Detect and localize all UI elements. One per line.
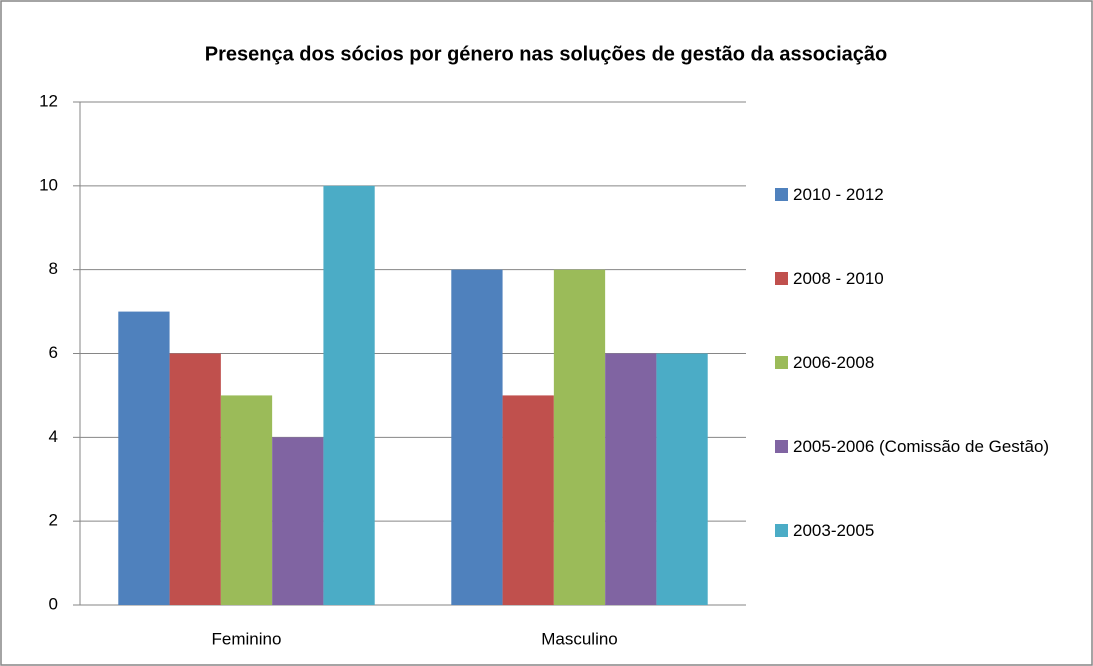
- bar: [502, 395, 554, 605]
- x-tick-label: Masculino: [541, 629, 618, 648]
- legend-swatch: [775, 356, 788, 369]
- bar: [169, 353, 221, 605]
- y-tick-label: 12: [39, 91, 58, 110]
- bar: [451, 269, 503, 605]
- legend-label: 2008 - 2010: [793, 269, 884, 288]
- chart-title: Presença dos sócios por género nas soluç…: [205, 43, 888, 65]
- legend-item: 2010 - 2012: [775, 181, 1075, 209]
- legend-label: 2006-2008: [793, 353, 875, 372]
- y-tick-label: 6: [49, 343, 58, 362]
- y-tick-label: 10: [39, 175, 58, 194]
- bar: [323, 185, 375, 606]
- y-tick-label: 2: [49, 511, 58, 530]
- y-tick-label: 8: [49, 259, 58, 278]
- bar: [272, 437, 324, 605]
- legend-swatch: [775, 272, 788, 285]
- y-tick-label: 0: [49, 594, 58, 613]
- x-tick-label: Feminino: [212, 629, 282, 648]
- legend-item: 2005-2006 (Comissão de Gestão): [775, 433, 1075, 461]
- legend-swatch: [775, 188, 788, 201]
- legend-swatch: [775, 524, 788, 537]
- legend-swatch: [775, 440, 788, 453]
- legend-label: 2003-2005: [793, 521, 875, 540]
- bar: [553, 269, 606, 605]
- bar: [118, 311, 170, 605]
- y-tick-label: 4: [49, 427, 58, 446]
- bar: [656, 353, 708, 605]
- legend-item: 2006-2008: [775, 349, 1075, 377]
- bar: [220, 395, 273, 605]
- legend-label: 2005-2006 (Comissão de Gestão): [793, 437, 1050, 456]
- legend-label: 2010 - 2012: [793, 185, 884, 204]
- legend-item: 2003-2005: [775, 517, 1075, 545]
- bar: [605, 353, 657, 605]
- legend-item: 2008 - 2010: [775, 265, 1075, 293]
